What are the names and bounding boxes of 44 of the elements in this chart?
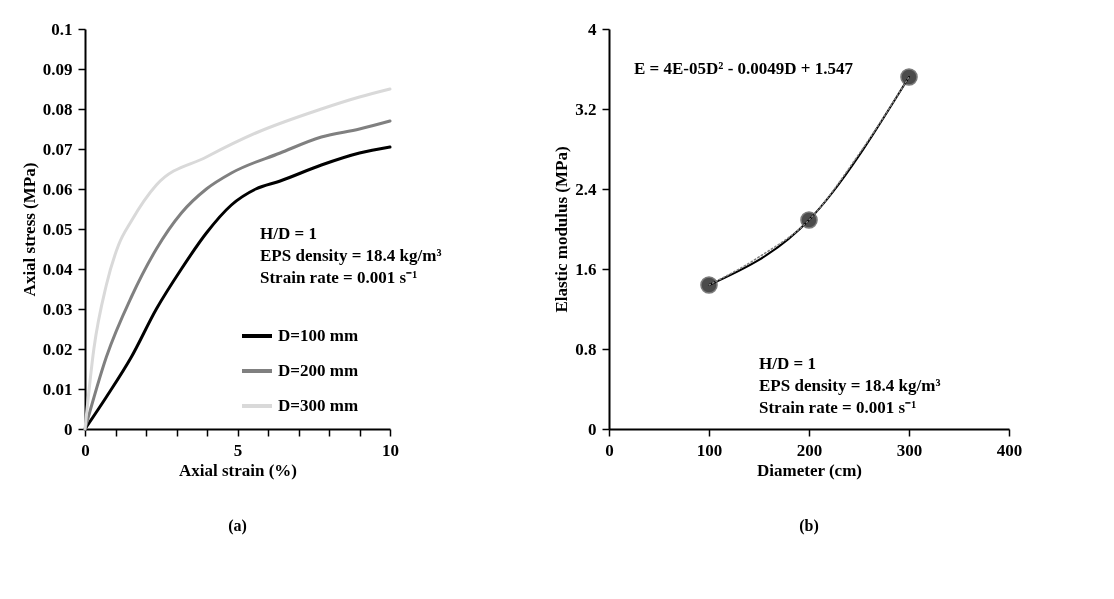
text: (a): [228, 517, 247, 535]
annotation: EPS density = 18.4 kg/m³: [759, 376, 941, 395]
x-tick-label: 400: [996, 440, 1023, 460]
y-tick-label: 0: [64, 419, 73, 439]
x-tick-label: 300: [896, 440, 923, 460]
point: [900, 68, 918, 86]
annotation: H/D = 1: [759, 354, 816, 373]
point: [700, 276, 718, 294]
y-tick-label: 0.02: [42, 339, 73, 359]
annotation: EPS density = 18.4 kg/m³: [260, 246, 442, 265]
y-tick-label: 0.07: [42, 139, 73, 159]
y-tick-label: 0.8: [575, 339, 597, 359]
y-axis-title: Elastic modulus (MPa): [552, 146, 572, 313]
y-tick-label: 2.4: [575, 179, 597, 199]
legend-label: D=300 mm: [278, 396, 359, 415]
x-tick-label: 0: [81, 440, 90, 460]
x-tick-label: 10: [382, 440, 399, 460]
y-tick-label: 4: [588, 19, 597, 39]
y-tick-label: 1.6: [575, 259, 597, 279]
y-tick-label: 0.05: [42, 219, 73, 239]
x-axis-title: Diameter (cm): [757, 460, 862, 480]
y-tick-label: 0.1: [51, 19, 73, 39]
annotation: Strain rate = 0.001 s⁻¹: [260, 268, 418, 287]
annotation: Strain rate = 0.001 s⁻¹: [759, 398, 917, 417]
y-tick-label: 0: [588, 419, 597, 439]
x-tick-label: 0: [605, 440, 614, 460]
y-tick-label: 3.2: [575, 99, 597, 119]
annotation: E = 4E-05D² - 0.0049D + 1.547: [634, 59, 854, 78]
x-tick-label: 200: [796, 440, 823, 460]
text: (b): [799, 517, 819, 535]
y-tick-label: 0.06: [42, 179, 73, 199]
y-tick-label: 0.04: [42, 259, 73, 279]
y-tick-label: 0.01: [42, 379, 73, 399]
x-tick-label: 100: [696, 440, 723, 460]
legend-label: D=200 mm: [278, 361, 359, 380]
point: [800, 211, 818, 229]
x-axis-title: Axial strain (%): [178, 460, 298, 480]
y-axis-title: Axial stress (MPa): [19, 162, 39, 297]
y-tick-label: 0.03: [42, 299, 73, 319]
x-tick-label: 5: [233, 440, 243, 460]
y-tick-label: 0.08: [42, 99, 73, 119]
y-tick-label: 0.09: [42, 59, 73, 79]
legend-label: D=100 mm: [278, 326, 359, 345]
annotation: H/D = 1: [260, 224, 317, 243]
